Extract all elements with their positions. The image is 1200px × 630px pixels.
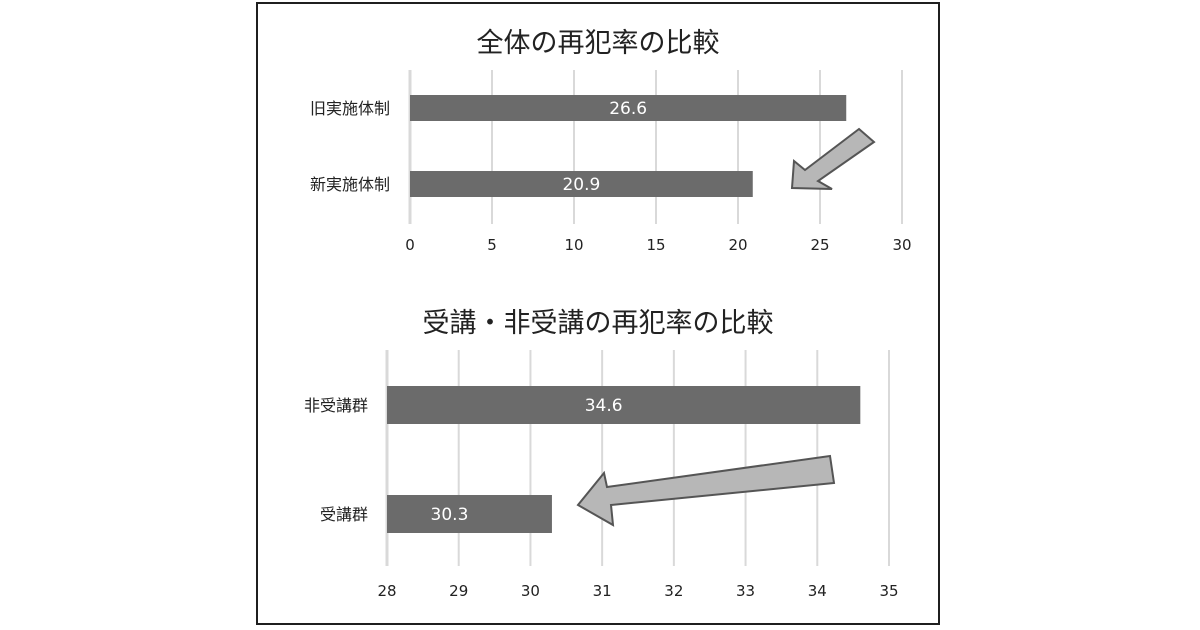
x-tick-label: 34 <box>808 582 827 600</box>
bar <box>387 386 861 424</box>
x-tick-label: 20 <box>728 236 747 254</box>
bar <box>387 495 552 533</box>
left-arrow-icon <box>576 454 836 527</box>
data-label: 30.3 <box>431 505 469 525</box>
category-label: 旧実施体制 <box>310 99 390 118</box>
x-tick-label: 25 <box>810 236 829 254</box>
bar <box>410 95 847 121</box>
category-label: 非受講群 <box>304 396 368 415</box>
x-tick-label: 15 <box>646 236 665 254</box>
chart-title: 全体の再犯率の比較 <box>477 28 720 59</box>
data-label: 26.6 <box>609 99 647 119</box>
chart-title: 受講・非受講の再犯率の比較 <box>423 308 774 339</box>
x-tick-label: 10 <box>564 236 583 254</box>
x-tick-label: 5 <box>487 236 497 254</box>
x-tick-label: 29 <box>449 582 468 600</box>
data-label: 34.6 <box>585 396 623 416</box>
category-label: 新実施体制 <box>310 175 390 194</box>
x-tick-label: 0 <box>405 236 415 254</box>
data-label: 20.9 <box>562 175 600 195</box>
x-tick-label: 30 <box>521 582 540 600</box>
x-tick-label: 30 <box>892 236 911 254</box>
x-tick-label: 31 <box>593 582 612 600</box>
down-left-arrow-icon <box>790 127 876 190</box>
bar <box>410 171 753 197</box>
x-tick-label: 32 <box>664 582 683 600</box>
chart-attendance-recidivism: 受講・非受講の再犯率の比較 28 29 30 31 32 33 34 35 非受講群 34.6 受講… <box>304 308 899 600</box>
chart-overall-recidivism: 全体の再犯率の比較 0 5 10 15 20 25 30 旧実施体制 26.6 新実施体制 20.9 <box>310 28 912 254</box>
x-tick-label: 33 <box>736 582 755 600</box>
x-tick-label: 28 <box>377 582 396 600</box>
category-label: 受講群 <box>320 505 368 524</box>
x-tick-label: 35 <box>879 582 898 600</box>
